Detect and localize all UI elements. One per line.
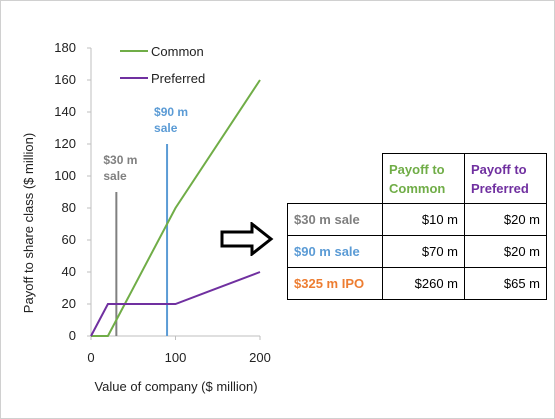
y-tick-label: 20 — [62, 296, 76, 311]
header-line: Preferred — [471, 180, 529, 196]
annotation-label: $30 m — [103, 153, 137, 167]
y-tick-label: 120 — [54, 136, 76, 151]
y-tick-label: 100 — [54, 168, 76, 183]
x-axis-title: Value of company ($ million) — [94, 379, 257, 394]
y-tick-label: 60 — [62, 232, 76, 247]
row-label: $90 m sale — [287, 235, 383, 268]
common-payoff-cell: $70 m — [382, 235, 465, 268]
x-tick-label: 100 — [165, 350, 187, 365]
legend-label: Preferred — [151, 71, 205, 86]
annotation-label: $90 m — [154, 105, 188, 119]
legend: Common Preferred — [120, 44, 205, 86]
header-line: Payoff to — [471, 161, 527, 177]
axes — [87, 47, 261, 340]
table-row: $90 m sale $70 m $20 m — [287, 235, 547, 268]
common-payoff-cell: $260 m — [382, 267, 465, 300]
series-lines — [90, 79, 261, 337]
row-label: $30 m sale — [287, 203, 383, 236]
y-tick-label: 40 — [62, 264, 76, 279]
header-payoff-common: Payoff to Common — [382, 153, 465, 204]
common-payoff-cell: $10 m — [382, 203, 465, 236]
y-tick-label: 0 — [69, 328, 76, 343]
table-corner-cell — [287, 153, 383, 204]
preferred-payoff-cell: $20 m — [464, 203, 547, 236]
annotation-label: sale — [103, 169, 127, 183]
payoff-table: Payoff to Common Payoff to Preferred $30… — [287, 153, 547, 300]
series-line-common — [91, 79, 261, 337]
y-tick-labels: 0 20 40 60 80 100 120 140 160 180 — [54, 40, 76, 343]
y-tick-label: 160 — [54, 72, 76, 87]
header-line: Common — [389, 180, 446, 196]
table-row: $325 m IPO $260 m $65 m — [287, 267, 547, 300]
series-line-preferred — [90, 271, 261, 337]
header-payoff-preferred: Payoff to Preferred — [464, 153, 547, 204]
x-tick-label: 0 — [87, 350, 94, 365]
y-axis-title: Payoff to share class ($ million) — [21, 133, 36, 313]
x-tick-label: 200 — [249, 350, 271, 365]
table-header-row: Payoff to Common Payoff to Preferred — [287, 153, 547, 204]
preferred-payoff-cell: $65 m — [464, 267, 547, 300]
y-tick-label: 80 — [62, 200, 76, 215]
table-row: $30 m sale $10 m $20 m — [287, 203, 547, 236]
row-label: $325 m IPO — [287, 267, 383, 300]
right-arrow-icon — [220, 222, 274, 256]
header-line: Payoff to — [389, 161, 445, 177]
y-tick-label: 140 — [54, 104, 76, 119]
x-tick-labels: 0 100 200 — [87, 350, 270, 365]
y-tick-label: 180 — [54, 40, 76, 55]
annotation-label: sale — [154, 121, 178, 135]
preferred-payoff-cell: $20 m — [464, 235, 547, 268]
annotations: $30 m sale $90 m sale — [103, 105, 188, 336]
payoff-chart: 0 20 40 60 80 100 120 140 160 180 0 100 200 Payoff … — [21, 40, 271, 394]
legend-label: Common — [151, 44, 204, 59]
